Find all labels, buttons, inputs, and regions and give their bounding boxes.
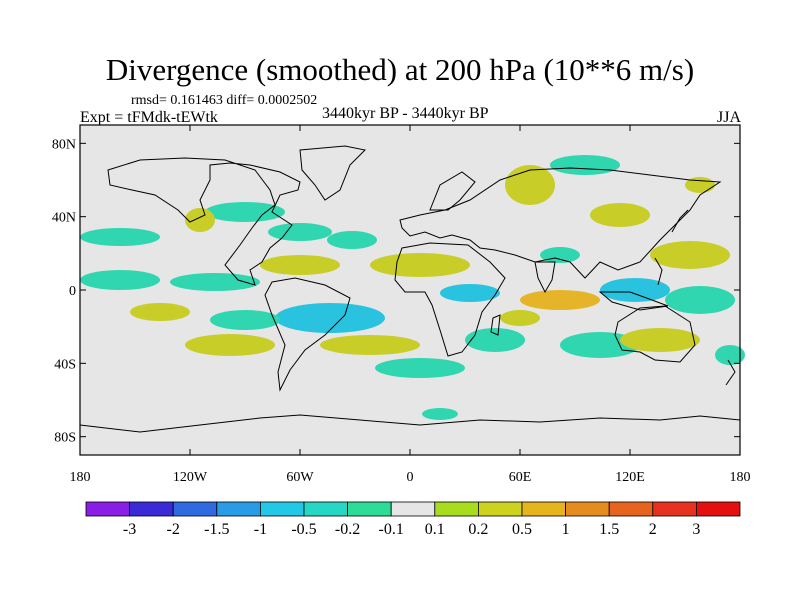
patch-negative (80, 228, 160, 246)
coast-africa (394, 242, 506, 357)
colorbar-label: 1.5 (599, 521, 619, 538)
latitude-ticks: 80N 40N 0 40S 80S (52, 137, 740, 446)
patch-positive (620, 328, 700, 352)
colorbar-swatch (390, 501, 436, 517)
colorbar-swatch (347, 501, 392, 517)
lon-tick-label: 120W (173, 470, 208, 485)
colorbar-label: -0.1 (379, 521, 404, 538)
coast-antarctica (79, 414, 741, 433)
patch-negative (210, 310, 280, 330)
patch-positive (185, 208, 215, 232)
longitude-ticks: 180 120W 60W 0 60E 120E 180 (70, 125, 751, 485)
coast-philippines (654, 257, 663, 286)
patch-positive (130, 303, 190, 321)
coast-australia (614, 305, 696, 363)
patch-positive (320, 335, 420, 355)
patch-negative (465, 328, 525, 352)
colorbar-label: 0.1 (425, 521, 445, 538)
lat-tick-label: 80N (52, 137, 76, 152)
coast-indonesia (598, 291, 669, 311)
period-label: 3440kyr BP - 3440kyr BP (322, 105, 489, 122)
patch-negative (375, 358, 465, 378)
patch-negative (665, 286, 735, 314)
coast-eurasia (399, 167, 722, 279)
patch-negative (327, 231, 377, 249)
lat-tick-label: 40S (54, 357, 76, 372)
colorbar-swatch (303, 501, 348, 517)
patch-negative (422, 408, 458, 420)
lon-tick-label: 0 (407, 470, 414, 485)
colorbar-label: -0.2 (335, 521, 360, 538)
patch-positive-strong (520, 290, 600, 310)
coast-madagascar (490, 314, 501, 336)
patch-positive (685, 177, 715, 193)
patch-positive (590, 203, 650, 227)
colorbar: -3 -2 -1.5 -1 -0.5 -0.2 -0.1 0.1 0.2 0.5 1 1.5 2 3 (85, 501, 741, 538)
season-label: JJA (717, 109, 742, 126)
coast-greenland (299, 145, 367, 201)
patch-negative-strong (440, 284, 500, 302)
lat-tick-label: 80S (54, 431, 76, 446)
lon-tick-label: 60E (509, 470, 532, 485)
experiment-label: Expt = tFMdk-tEWtk (80, 109, 218, 126)
patch-negative (540, 247, 580, 263)
patch-positive (500, 310, 540, 326)
colorbar-swatch (565, 501, 610, 517)
patch-negative-strong (275, 303, 385, 333)
patch-negative (715, 345, 745, 365)
colorbar-label: 0.2 (468, 521, 488, 538)
colorbar-label: -1.5 (204, 521, 229, 538)
rmsd-diff-stats: rmsd= 0.161463 diff= 0.0002502 (131, 93, 318, 108)
patch-negative (550, 155, 620, 175)
patch-positive (370, 253, 470, 277)
colorbar-swatch (521, 501, 566, 517)
patch-negative (170, 273, 260, 291)
colorbar-swatch (216, 501, 261, 517)
lat-tick-label: 0 (69, 284, 76, 299)
colorbar-swatch (696, 501, 741, 517)
coastlines (79, 145, 741, 433)
patch-negative-strong (600, 278, 670, 302)
colorbar-swatch (477, 501, 523, 517)
plot-title: Divergence (smoothed) at 200 hPa (10**6 … (105, 52, 695, 87)
colorbar-label: -3 (123, 521, 136, 538)
colorbar-label: 0.5 (512, 521, 532, 538)
lon-tick-label: 120E (615, 470, 645, 485)
patch-negative (268, 223, 332, 241)
colorbar-swatch (652, 501, 697, 517)
colorbar-swatch (259, 501, 305, 517)
lat-tick-label: 40N (52, 211, 76, 226)
patch-positive (260, 255, 340, 275)
lon-tick-label: 180 (70, 470, 91, 485)
patch-positive (505, 165, 555, 205)
colorbar-swatch (85, 501, 130, 517)
colorbar-label: 3 (692, 521, 700, 538)
colorbar-swatch (129, 501, 174, 517)
coast-india (534, 261, 556, 294)
colorbar-swatch (172, 501, 218, 517)
coast-scandinavia (429, 171, 476, 211)
coast-new-zealand (725, 359, 736, 386)
divergence-anomaly-patches (80, 155, 745, 420)
patch-negative (80, 270, 160, 290)
lon-tick-label: 180 (730, 470, 751, 485)
colorbar-swatch (608, 501, 654, 517)
colorbar-label: -1 (254, 521, 267, 538)
coast-north-america (107, 157, 301, 286)
patch-negative (205, 202, 285, 222)
patch-negative (560, 332, 640, 358)
lon-tick-label: 60W (286, 470, 314, 485)
colorbar-label: -0.5 (291, 521, 316, 538)
colorbar-label: 2 (649, 521, 657, 538)
coast-japan (671, 209, 689, 233)
patch-positive (650, 241, 730, 269)
colorbar-label: -2 (167, 521, 180, 538)
colorbar-label: 1 (562, 521, 570, 538)
coast-south-america (264, 277, 351, 392)
patch-positive (185, 334, 275, 356)
colorbar-swatch (434, 501, 479, 517)
